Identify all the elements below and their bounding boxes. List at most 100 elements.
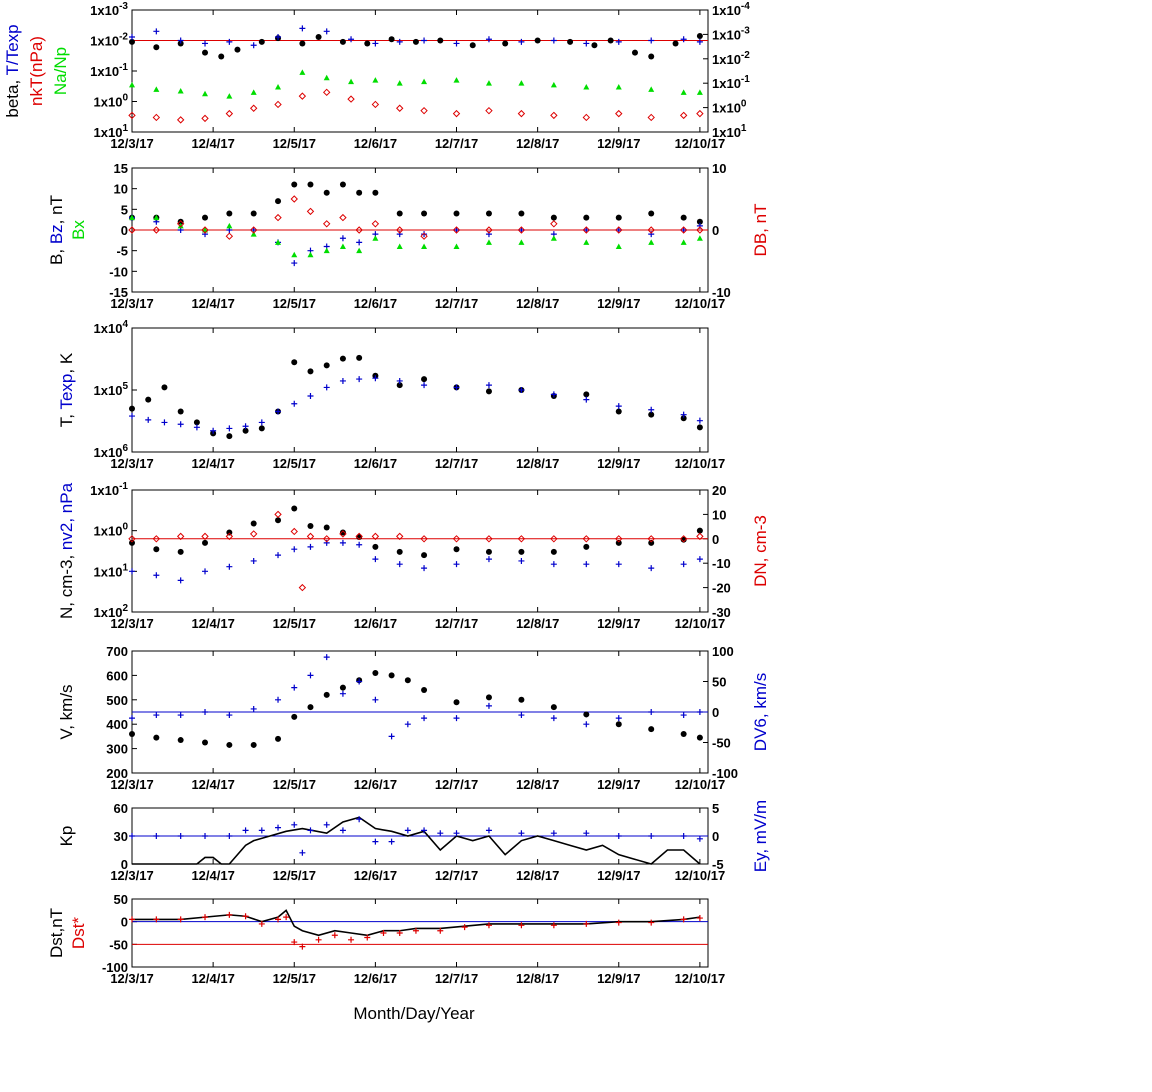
data-point-dst_star bbox=[283, 914, 290, 921]
data-point-ey bbox=[453, 830, 460, 837]
data-point-n bbox=[226, 529, 233, 536]
data-point-beta bbox=[534, 37, 541, 44]
y-tick-label-right: 10 bbox=[712, 507, 726, 522]
data-point-v bbox=[226, 741, 233, 748]
data-point-t_texp bbox=[226, 38, 233, 45]
data-point-bx bbox=[153, 214, 160, 221]
data-point-nv2 bbox=[453, 561, 460, 568]
data-point-dn bbox=[176, 532, 185, 541]
data-point-texp bbox=[323, 384, 330, 391]
data-point-dst_star bbox=[291, 939, 298, 946]
data-point-bx bbox=[615, 243, 622, 250]
data-point-db bbox=[290, 195, 298, 203]
data-point-dn bbox=[550, 535, 558, 543]
data-point-dst_star bbox=[242, 913, 249, 920]
data-point-bx bbox=[680, 239, 687, 245]
data-point-nv2 bbox=[396, 561, 403, 568]
data-point-b bbox=[615, 214, 622, 221]
data-point-b bbox=[339, 181, 346, 188]
x-tick-label: 12/8/17 bbox=[516, 971, 559, 986]
data-point-nv2 bbox=[421, 565, 428, 572]
data-point-b bbox=[485, 210, 492, 217]
data-point-beta bbox=[648, 53, 655, 60]
series-nkt bbox=[128, 88, 704, 124]
data-point-bx bbox=[307, 251, 314, 258]
y-tick-label: 400 bbox=[106, 717, 128, 732]
data-point-nkt bbox=[696, 109, 704, 118]
data-point-dv6 bbox=[388, 733, 395, 740]
data-point-dst_star bbox=[680, 916, 687, 923]
series-dst_star bbox=[129, 911, 703, 950]
data-point-t_texp bbox=[583, 40, 590, 47]
data-point-na_np bbox=[615, 83, 622, 90]
data-point-b bbox=[696, 218, 703, 225]
data-point-db bbox=[339, 213, 347, 222]
data-point-t bbox=[323, 362, 330, 369]
data-point-db bbox=[517, 226, 526, 234]
y-tick-label: 0 bbox=[121, 223, 128, 238]
data-point-t_texp bbox=[485, 36, 492, 43]
x-tick-label: 12/10/17 bbox=[675, 456, 726, 471]
data-point-nkt bbox=[322, 88, 331, 97]
data-point-dv6 bbox=[372, 696, 379, 703]
data-point-beta bbox=[364, 40, 371, 47]
data-point-db bbox=[420, 232, 428, 240]
data-point-t_texp bbox=[615, 38, 622, 45]
data-point-ey bbox=[550, 830, 557, 837]
data-point-b bbox=[323, 189, 330, 196]
data-point-nv2 bbox=[680, 561, 687, 568]
data-point-t_texp bbox=[648, 37, 655, 44]
x-tick-label: 12/5/17 bbox=[273, 868, 316, 883]
series-ey bbox=[129, 816, 703, 856]
data-point-beta bbox=[469, 42, 476, 49]
data-point-bx bbox=[372, 235, 379, 241]
data-point-ey bbox=[404, 827, 411, 834]
data-point-dn bbox=[582, 535, 591, 543]
data-point-texp bbox=[518, 387, 525, 393]
data-point-dn bbox=[128, 535, 136, 543]
data-point-dst_star bbox=[153, 916, 160, 923]
data-point-nv2 bbox=[372, 556, 379, 563]
data-point-dst_star bbox=[129, 916, 135, 923]
x-tick-label: 12/8/17 bbox=[516, 616, 559, 631]
data-point-ey bbox=[518, 830, 525, 837]
y-tick-label: 1x10-1 bbox=[90, 62, 128, 79]
data-point-bz bbox=[396, 231, 403, 238]
data-point-nv2 bbox=[583, 561, 590, 568]
data-point-n bbox=[372, 543, 379, 550]
x-tick-label: 12/9/17 bbox=[597, 971, 640, 986]
data-point-dst_star bbox=[648, 919, 655, 926]
x-tick-label: 12/10/17 bbox=[675, 868, 726, 883]
x-tick-label: 12/6/17 bbox=[354, 777, 397, 792]
x-tick-label: 12/7/17 bbox=[435, 868, 478, 883]
data-point-dst_star bbox=[315, 936, 322, 943]
data-point-ey bbox=[680, 833, 687, 839]
data-point-bx bbox=[648, 239, 655, 245]
data-point-t bbox=[696, 424, 703, 431]
x-tick-label: 12/9/17 bbox=[597, 296, 640, 311]
x-tick-label: 12/10/17 bbox=[675, 136, 726, 151]
data-point-bz bbox=[696, 222, 703, 229]
data-point-ey bbox=[356, 816, 363, 823]
data-point-ey bbox=[226, 833, 233, 839]
x-tick-label: 12/10/17 bbox=[675, 971, 726, 986]
data-point-t bbox=[339, 355, 346, 362]
data-point-texp bbox=[242, 423, 249, 430]
y-tick-label-right: -20 bbox=[712, 581, 731, 596]
data-point-t bbox=[307, 368, 314, 375]
y-axis-label: Bx bbox=[69, 220, 88, 240]
data-point-bx bbox=[550, 235, 557, 241]
data-point-texp bbox=[226, 425, 233, 432]
data-point-dst_star bbox=[485, 922, 492, 929]
data-point-b bbox=[177, 218, 184, 225]
data-point-dst_star bbox=[364, 934, 371, 941]
data-point-dv6 bbox=[202, 709, 209, 715]
data-point-beta bbox=[607, 37, 614, 44]
data-point-na_np bbox=[396, 80, 403, 86]
data-point-na_np bbox=[372, 77, 379, 83]
data-point-dn bbox=[679, 535, 688, 543]
y-tick-label-right: 1x10-2 bbox=[712, 50, 750, 67]
data-point-db bbox=[679, 226, 688, 234]
data-point-dn bbox=[452, 535, 461, 543]
data-point-na_np bbox=[323, 74, 330, 81]
